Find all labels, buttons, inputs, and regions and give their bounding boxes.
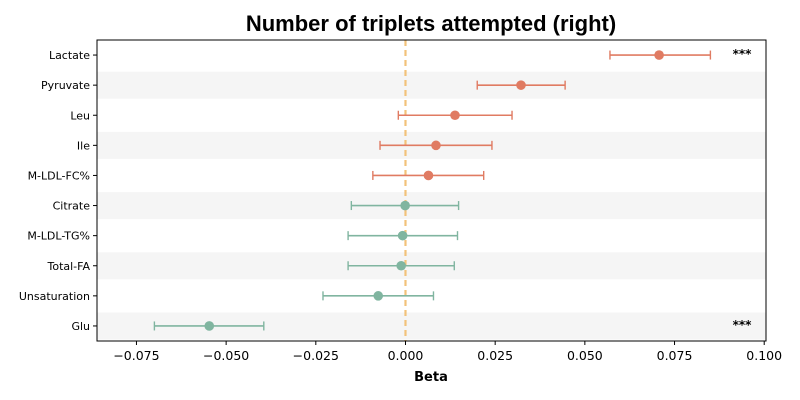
significance-label: *** xyxy=(733,47,753,61)
point-estimate xyxy=(398,231,408,241)
chart-title: Number of triplets attempted (right) xyxy=(246,11,616,36)
point-estimate xyxy=(373,291,383,301)
y-axis-labels: Lactate Pyruvate Leu Ile M-LDL-FC% Citrate M-L… xyxy=(19,49,97,333)
y-tick-label: Glu xyxy=(71,320,90,333)
point-estimate xyxy=(654,50,664,60)
point-estimate xyxy=(424,171,434,181)
x-axis-label: Beta xyxy=(414,370,448,385)
significance-label: *** xyxy=(733,318,753,332)
y-tick-label: Citrate xyxy=(53,200,91,213)
x-tick-label: −0.050 xyxy=(203,348,249,363)
x-axis: −0.075 −0.050 −0.025 0.000 0.025 0.050 0.075 0.… xyxy=(113,341,782,363)
x-tick-label: 0.075 xyxy=(657,348,693,363)
point-estimate xyxy=(396,261,406,271)
y-tick-label: M-LDL-TG% xyxy=(27,230,90,243)
point-estimate xyxy=(400,201,410,211)
y-tick-label: Leu xyxy=(70,109,90,122)
point-estimate xyxy=(516,80,526,90)
x-tick-label: 0.050 xyxy=(567,348,603,363)
y-tick-label: Pyruvate xyxy=(41,79,90,92)
point-estimate xyxy=(431,141,441,151)
x-tick-label: 0.000 xyxy=(388,348,424,363)
y-tick-label: Total-FA xyxy=(46,260,90,273)
row-band xyxy=(97,72,766,99)
y-tick-label: Ile xyxy=(77,139,90,152)
y-tick-label: M-LDL-FC% xyxy=(28,169,90,182)
x-tick-label: 0.100 xyxy=(746,348,782,363)
x-tick-label: −0.075 xyxy=(113,348,159,363)
x-tick-label: 0.025 xyxy=(477,348,513,363)
point-estimate xyxy=(450,110,460,120)
x-tick-label: −0.025 xyxy=(293,348,339,363)
point-estimate xyxy=(204,321,214,331)
y-tick-label: Unsaturation xyxy=(19,290,90,303)
y-tick-label: Lactate xyxy=(49,49,90,62)
